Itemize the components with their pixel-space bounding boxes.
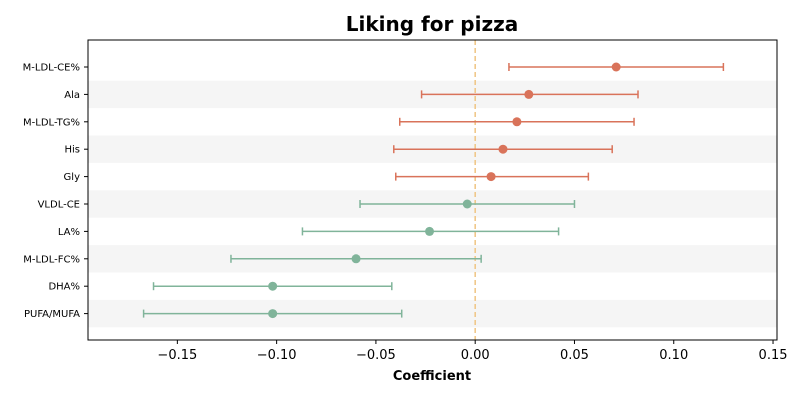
y-tick-label: Ala xyxy=(64,90,80,101)
x-tick-label: 0.10 xyxy=(659,348,688,363)
point-estimate xyxy=(425,226,435,236)
x-tick-label: 0.15 xyxy=(759,348,788,363)
x-axis-label: Coefficient xyxy=(393,369,471,384)
y-tick-label: VLDL-CE xyxy=(38,200,80,211)
y-tick-label: LA% xyxy=(58,227,80,238)
y-tick-label: His xyxy=(64,145,80,156)
x-tick-label: −0.10 xyxy=(257,348,297,363)
x-axis: −0.15 −0.10 −0.05 0.00 0.05 0.10 0.15 xyxy=(157,340,788,363)
y-tick-label: M-LDL-FC% xyxy=(23,254,80,265)
plot-frame xyxy=(87,39,778,341)
y-tick-label: DHA% xyxy=(48,282,80,293)
x-tick-label: 0.05 xyxy=(560,348,589,363)
point-estimate xyxy=(268,281,278,291)
point-estimate xyxy=(611,62,621,72)
y-axis: M-LDL-CE% Ala M-LDL-TG% His Gly VLDL-CE LA% M-L… xyxy=(23,63,88,320)
point-estimate xyxy=(524,89,534,99)
y-tick-label: PUFA/MUFA xyxy=(24,309,80,320)
y-tick-label: M-LDL-TG% xyxy=(23,117,80,128)
chart-title: Liking for pizza xyxy=(346,12,519,36)
x-tick-label: 0.00 xyxy=(461,348,490,363)
x-tick-label: −0.05 xyxy=(356,348,396,363)
point-estimate xyxy=(462,199,472,209)
point-estimate xyxy=(486,172,496,182)
point-estimate xyxy=(498,144,508,154)
data-marks xyxy=(142,62,725,319)
point-estimate xyxy=(268,309,278,319)
point-estimate xyxy=(351,254,361,264)
x-tick-label: −0.15 xyxy=(157,348,197,363)
y-tick-label: M-LDL-CE% xyxy=(23,63,80,74)
y-tick-label: Gly xyxy=(64,172,81,183)
point-estimate xyxy=(512,117,522,127)
